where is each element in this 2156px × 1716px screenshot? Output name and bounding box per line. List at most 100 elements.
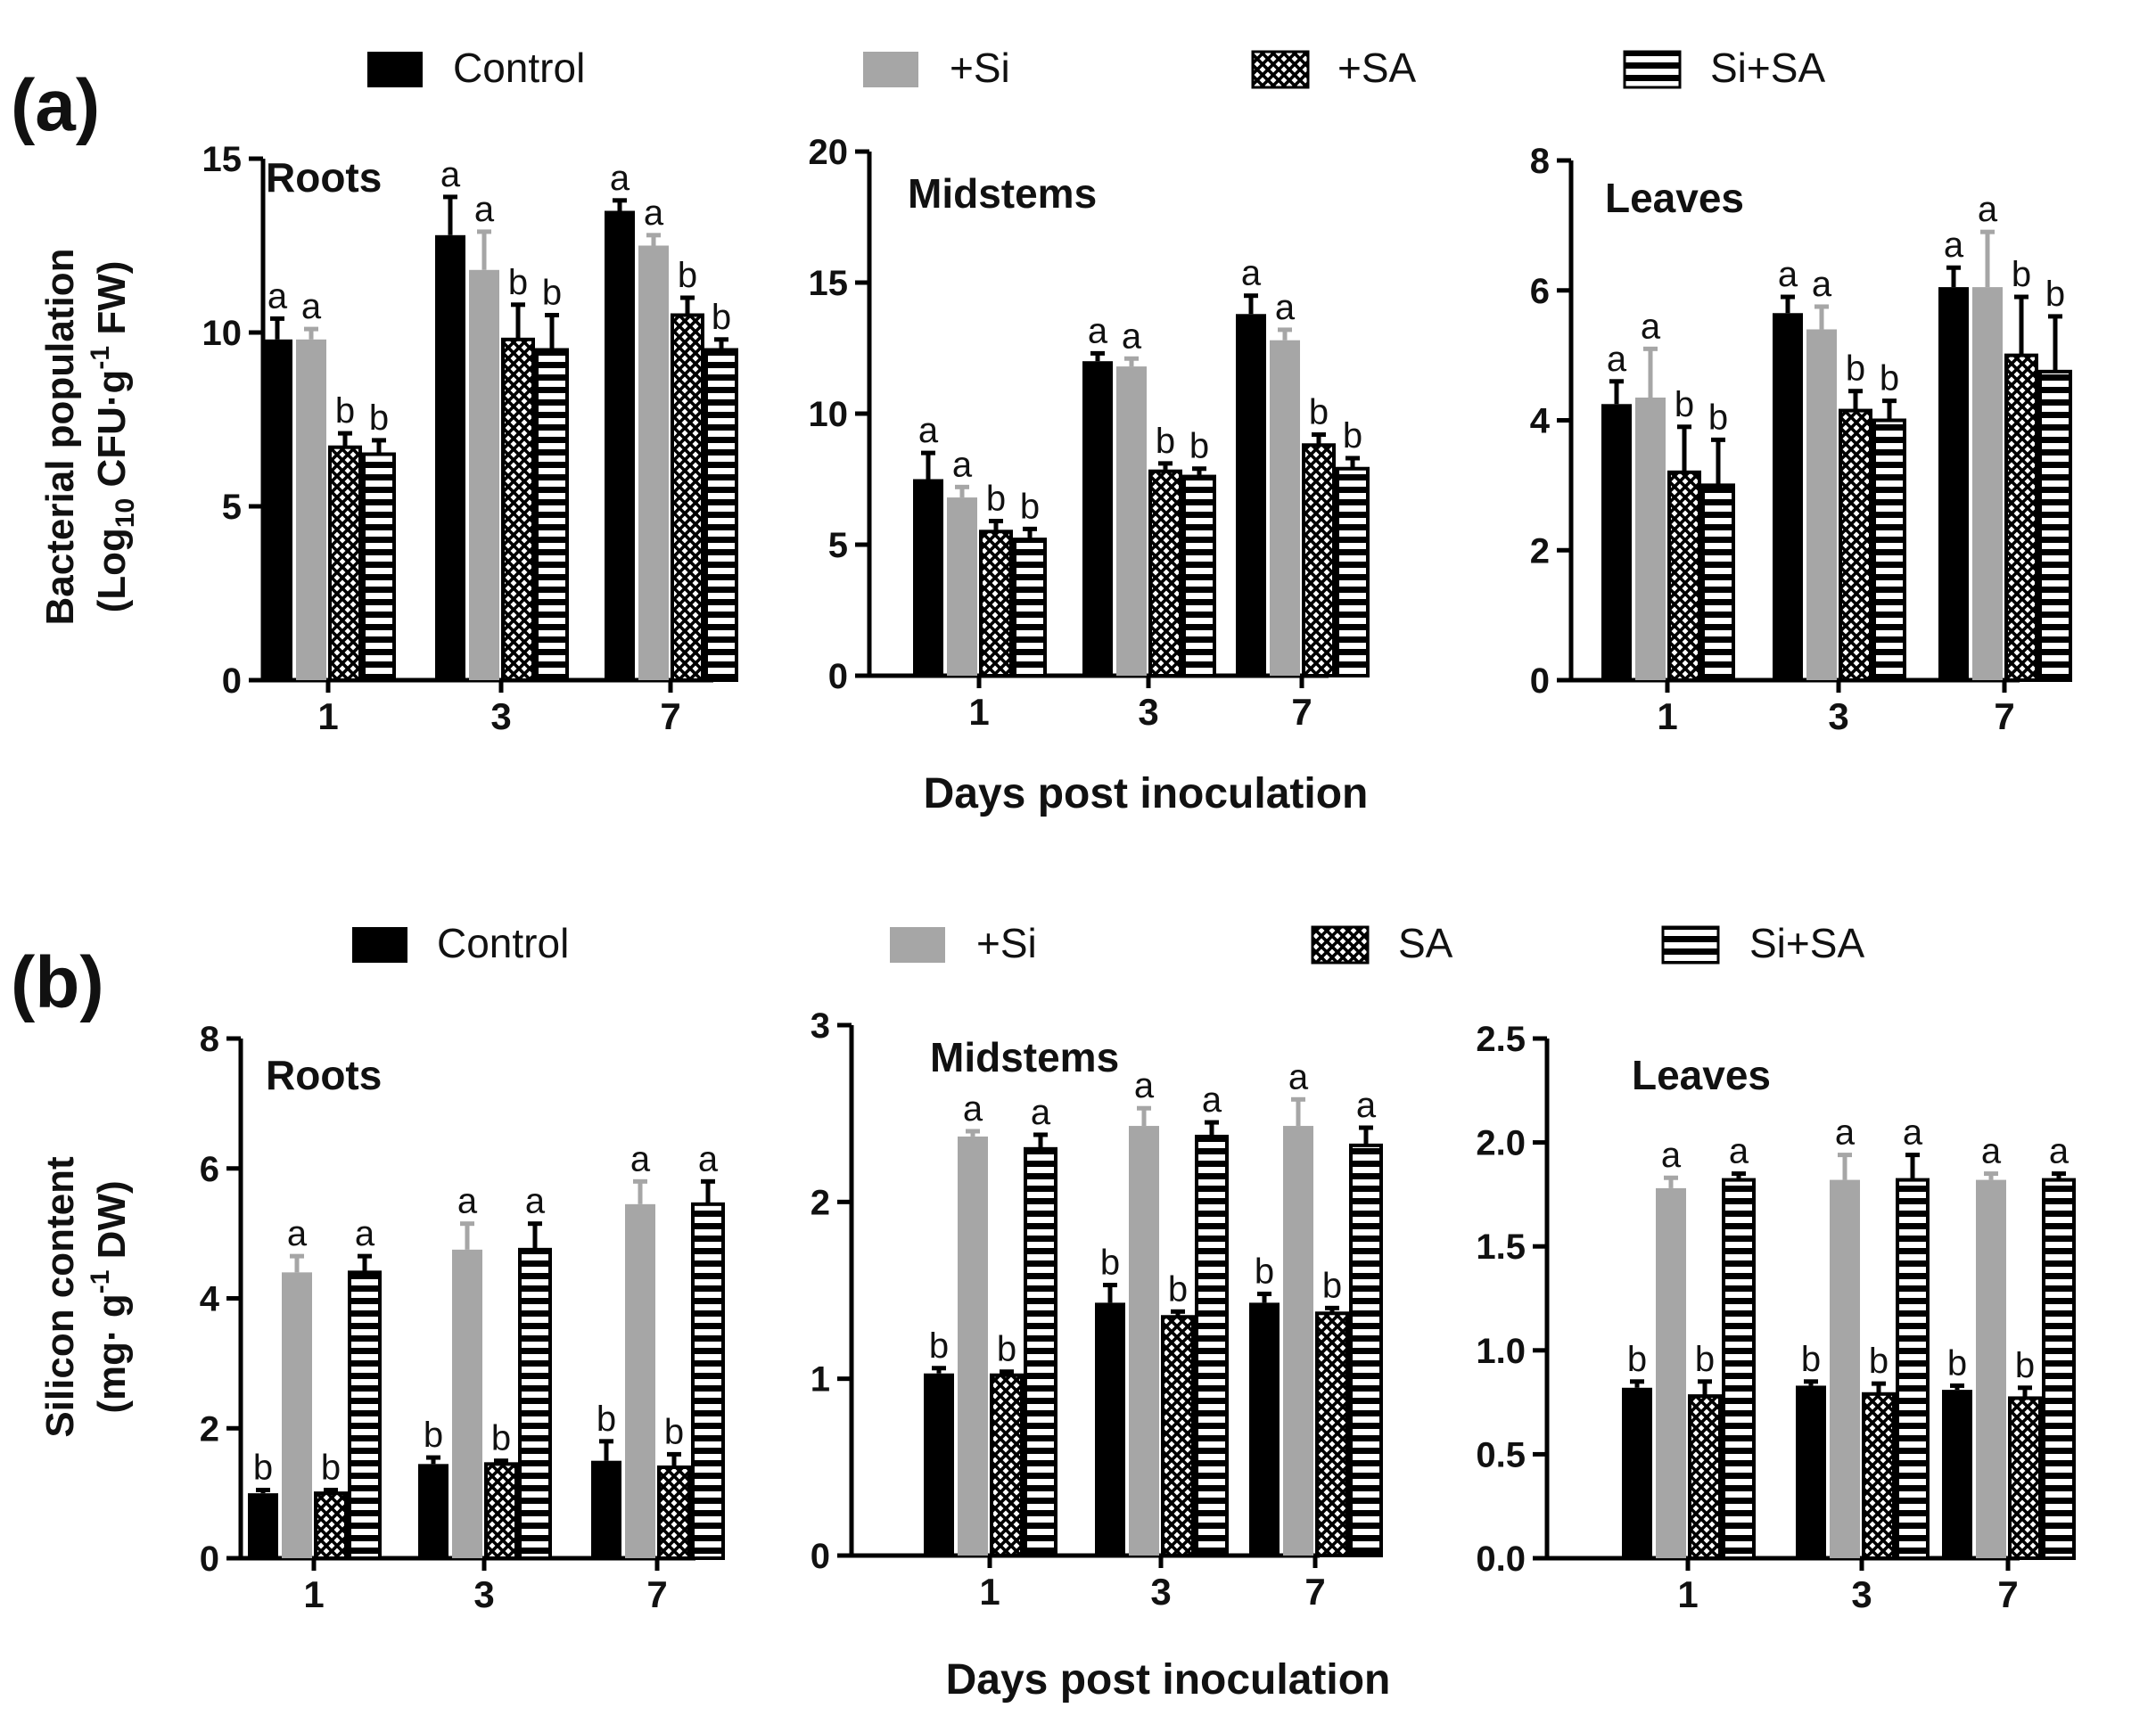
y-tick-label: 2 bbox=[200, 1409, 219, 1449]
bar-sa-day-1 bbox=[328, 445, 362, 682]
bar-sisa-day-3 bbox=[1195, 1134, 1229, 1557]
bar-si-day-1 bbox=[947, 497, 977, 676]
bar-sisa-day-3 bbox=[1896, 1178, 1930, 1561]
bar-sisa-day-1 bbox=[1013, 538, 1047, 677]
legend-label-si: +Si bbox=[950, 45, 1010, 91]
significance-letter-sisa: a bbox=[2049, 1132, 2070, 1171]
bar-control-day-7 bbox=[605, 210, 635, 680]
x-tick-label-day-1: 1 bbox=[968, 691, 989, 733]
subplot-title-b-midstems: Midstems bbox=[930, 1034, 1119, 1080]
significance-letter-control: a bbox=[1778, 255, 1798, 294]
y-tick-label: 1.5 bbox=[1476, 1227, 1526, 1267]
significance-letter-sa: b bbox=[1695, 1340, 1715, 1379]
bar-si-day-1 bbox=[296, 339, 326, 680]
significance-letter-sisa: b bbox=[2045, 275, 2065, 314]
y-tick-label: 0 bbox=[811, 1537, 830, 1576]
significance-letter-si: a bbox=[644, 193, 664, 233]
significance-letter-sa: b bbox=[664, 1412, 684, 1451]
bar-sisa-day-7 bbox=[2042, 1178, 2076, 1561]
significance-letter-sa: b bbox=[1846, 349, 1865, 389]
y-tick-label: 0 bbox=[222, 661, 242, 701]
bar-sisa-day-7 bbox=[704, 348, 738, 682]
subplot-b-roots: Roots 0 2 4 6 8 1 b a b a 3 b a b a 7 b a b a bbox=[200, 1020, 725, 1615]
panel-b-legend: Control +Si SA Si+SA bbox=[352, 920, 1864, 966]
significance-letter-sa: b bbox=[1869, 1342, 1889, 1381]
bar-sa-day-3 bbox=[1148, 469, 1182, 677]
significance-letter-si: a bbox=[1835, 1113, 1856, 1153]
panel-a-y-label-line1: Bacterial population bbox=[38, 249, 82, 626]
bar-control-day-7 bbox=[1249, 1302, 1280, 1556]
significance-letter-control: b bbox=[1255, 1252, 1274, 1291]
bar-control-day-7 bbox=[1942, 1390, 1972, 1558]
bar-si-day-3 bbox=[469, 269, 499, 680]
y-tick-label: 6 bbox=[1530, 272, 1550, 311]
bar-control-day-3 bbox=[1082, 361, 1113, 676]
significance-letter-control: b bbox=[1100, 1244, 1120, 1283]
significance-letter-sa: b bbox=[321, 1448, 341, 1487]
significance-letter-si: a bbox=[1134, 1066, 1155, 1105]
bar-control-day-1 bbox=[924, 1373, 954, 1556]
bar-sa-day-7 bbox=[2004, 353, 2038, 682]
significance-letter-si: a bbox=[1812, 265, 1832, 304]
legend-label-si: +Si bbox=[976, 920, 1037, 966]
panel-a-label: (a) bbox=[11, 65, 100, 146]
legend-label-control: Control bbox=[437, 920, 569, 966]
significance-letter-si: a bbox=[301, 287, 322, 326]
significance-letter-control: a bbox=[1241, 254, 1262, 293]
bar-si-day-7 bbox=[625, 1203, 655, 1558]
bar-sa-day-1 bbox=[314, 1491, 348, 1560]
significance-letter-sa: b bbox=[491, 1419, 511, 1458]
subplot-b-leaves: Leaves 0.0 0.5 1.0 1.5 2.0 2.5 1 b a b a 3 b a b a 7 b a b a bbox=[1476, 1020, 2076, 1615]
bar-control-day-3 bbox=[1773, 313, 1803, 680]
bar-si-day-1 bbox=[1656, 1187, 1686, 1558]
y-tick-label: 2 bbox=[811, 1183, 830, 1222]
x-tick-label-day-7: 7 bbox=[660, 695, 680, 737]
legend-swatch-sisa bbox=[1661, 925, 1720, 965]
significance-letter-sa: b bbox=[1675, 385, 1694, 424]
legend-label-sisa: Si+SA bbox=[1710, 45, 1825, 91]
significance-letter-sa: b bbox=[2012, 255, 2031, 294]
significance-letter-sa: b bbox=[508, 263, 528, 302]
y-tick-label: 0 bbox=[200, 1539, 219, 1579]
significance-letter-sisa: b bbox=[1189, 427, 1209, 466]
panel-b-y-label-line1: Silicon content bbox=[38, 1156, 82, 1438]
y-tick-label: 5 bbox=[222, 488, 242, 527]
x-tick-label-day-3: 3 bbox=[1138, 691, 1158, 733]
bar-sisa-day-1 bbox=[1722, 1178, 1756, 1561]
significance-letter-sisa: b bbox=[1020, 487, 1040, 526]
subplot-b-midstems: Midstems 0 1 2 3 1 b a b a 3 b a b a 7 b a b a bbox=[811, 1006, 1383, 1613]
significance-letter-si: a bbox=[952, 445, 973, 484]
significance-letter-si: a bbox=[630, 1139, 651, 1178]
legend-swatch-control bbox=[367, 52, 423, 87]
bar-sisa-day-7 bbox=[1336, 466, 1370, 677]
panel-a-y-label: Bacterial population (Log10 CFU·g-1 FW) bbox=[38, 249, 140, 626]
y-tick-label: 0 bbox=[1530, 661, 1550, 701]
x-tick-label-day-1: 1 bbox=[1677, 1573, 1698, 1615]
y-tick-label: 6 bbox=[200, 1150, 219, 1189]
y-tick-label: 10 bbox=[809, 395, 849, 434]
significance-letter-control: b bbox=[424, 1416, 443, 1455]
panel-b-y-label: Silicon content (mg· g-1 DW) bbox=[38, 1156, 134, 1438]
legend-swatch-si bbox=[890, 927, 945, 963]
bar-sa-day-7 bbox=[2008, 1396, 2042, 1561]
significance-letter-sisa: b bbox=[712, 298, 731, 337]
y-tick-label: 1 bbox=[811, 1360, 830, 1400]
significance-letter-sisa: a bbox=[1729, 1132, 1749, 1171]
y-tick-label: 15 bbox=[202, 140, 243, 179]
bar-control-day-7 bbox=[1938, 287, 1969, 680]
bar-control-day-3 bbox=[1796, 1385, 1826, 1558]
bar-si-day-3 bbox=[1806, 329, 1837, 680]
panel-b-y-label-line2: (mg· g-1 DW) bbox=[86, 1180, 134, 1413]
y-tick-label: 5 bbox=[828, 526, 848, 565]
y-tick-label: 3 bbox=[811, 1006, 830, 1046]
bar-sisa-day-7 bbox=[691, 1202, 725, 1561]
legend-swatch-sisa bbox=[1623, 50, 1682, 89]
bar-control-day-7 bbox=[1236, 314, 1266, 676]
bar-control-day-1 bbox=[248, 1493, 278, 1558]
significance-letter-si: a bbox=[287, 1214, 308, 1253]
significance-letter-sisa: a bbox=[698, 1139, 719, 1178]
